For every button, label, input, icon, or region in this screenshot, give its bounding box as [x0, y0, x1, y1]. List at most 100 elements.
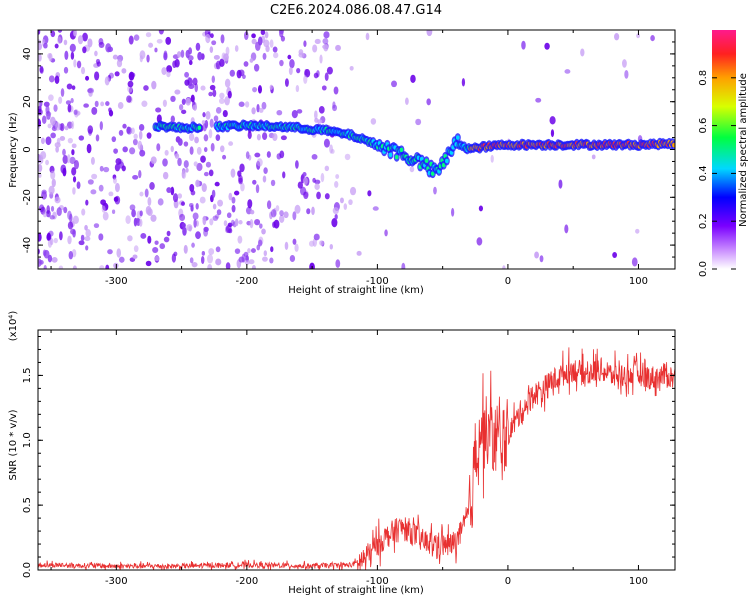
spectrogram-cell — [209, 46, 214, 53]
spectrogram-cell — [163, 50, 168, 59]
spectrogram-cell — [71, 167, 77, 176]
spectrogram-cell — [112, 177, 117, 184]
spectrogram-cell — [250, 209, 255, 215]
spectrogram-cell — [189, 257, 194, 264]
spectrogram-cell — [322, 38, 329, 45]
spectrogram-cell — [259, 223, 263, 229]
spectrogram-cell — [289, 58, 295, 69]
spectrogram-cell — [248, 259, 255, 265]
spectrogram-cell — [152, 247, 159, 254]
spectrogram-cell — [521, 40, 526, 50]
spectrogram-cell — [180, 201, 185, 206]
colorbar-tick-label: 0.4 — [698, 165, 709, 181]
x-tick-label: 100 — [629, 576, 648, 587]
spectrogram-cell — [308, 240, 315, 247]
spectrogram-cell — [254, 218, 261, 226]
ridge-core — [445, 158, 449, 164]
spectrogram-cell — [313, 233, 320, 241]
spectrogram-cell — [132, 254, 138, 259]
spectrogram-cell — [53, 104, 58, 112]
spectrogram-cell — [107, 46, 114, 53]
spectrogram-cell — [356, 250, 362, 256]
spectrogram-cell — [235, 218, 239, 227]
spectrogram-cell — [207, 254, 214, 264]
spectrogram-cell — [91, 106, 98, 115]
spectrogram-cell — [193, 161, 198, 167]
spectrogram-cell — [181, 170, 185, 179]
spectrogram-cell — [564, 69, 571, 74]
spectrogram-cell — [196, 146, 202, 155]
spectrogram-cell — [614, 33, 620, 41]
spectrogram-cell — [70, 98, 74, 104]
spectrogram-cell — [199, 196, 206, 204]
spectrogram-cell — [146, 132, 152, 139]
spectrogram-cell — [234, 248, 241, 255]
spectrogram-cell — [131, 209, 136, 218]
spectrogram-cell — [234, 45, 239, 52]
spectrogram-cell — [91, 173, 98, 180]
snr-frame — [37, 329, 676, 571]
spectrogram-cell — [322, 44, 329, 50]
spectrogram-cell — [163, 236, 170, 243]
spectrogram-cell — [133, 245, 139, 253]
spectrogram-cell — [233, 190, 240, 196]
spectrogram-cell — [59, 231, 63, 241]
spectrogram-cell — [635, 228, 640, 234]
spectrogram-cell — [244, 260, 250, 265]
spectrogram-cell — [215, 258, 222, 266]
spectrogram-cell — [210, 142, 215, 152]
spectrogram-cell — [321, 85, 327, 91]
spectrogram-cell — [71, 85, 76, 90]
spectrogram-cell — [147, 197, 152, 206]
spectrogram-cell — [287, 54, 292, 60]
snr-panel: -300 -200 -100 0 100 0.0 0.5 1.0 1.5 Height of … — [8, 311, 676, 596]
spectrogram-cell — [272, 133, 278, 141]
ridge-core — [430, 171, 435, 176]
spectrogram-cell — [72, 176, 77, 183]
spectrogram-cell — [256, 133, 261, 141]
spectrogram-cell — [215, 60, 221, 70]
spectrogram-cell — [54, 142, 61, 148]
spectrogram-cell — [273, 52, 279, 59]
spectrogram-cell — [228, 192, 233, 201]
spectrogram-cell — [112, 54, 119, 60]
spectrogram-cell — [98, 38, 104, 45]
spectrogram-cell — [213, 54, 220, 60]
spectrogram-cell — [263, 250, 267, 257]
x-tick-label: -200 — [236, 276, 259, 287]
snr-x-label: Height of straight line (km) — [288, 585, 424, 596]
spectrogram-cell — [229, 69, 236, 77]
spectrogram-cell — [262, 256, 268, 262]
spectrogram-cell — [318, 106, 325, 114]
spectrogram-cell — [78, 135, 85, 141]
spectrogram-cell — [82, 46, 87, 54]
spectrogram-cell — [174, 153, 180, 159]
spectrogram-cell — [269, 39, 274, 48]
x-tick-label: -300 — [105, 576, 128, 587]
spectrogram-cell — [132, 174, 139, 180]
spectrogram-cell — [330, 148, 335, 154]
snr-line-layer — [38, 347, 675, 570]
spectrogram-cell — [367, 190, 372, 197]
spectrogram-cell — [291, 109, 298, 119]
spectrogram-cell — [270, 209, 277, 218]
spectrogram-cell — [247, 248, 251, 254]
spectrogram-cell — [143, 85, 149, 91]
spectrogram-cell — [372, 206, 379, 211]
spectrogram-cell — [335, 259, 341, 268]
spectrogram-cell — [297, 181, 303, 189]
spectrogram-cell — [64, 125, 69, 131]
spectrogram-cell — [77, 35, 84, 45]
spectrogram-cell — [311, 153, 318, 160]
spectrogram-cell — [48, 94, 54, 102]
spectrogram-cell — [38, 232, 42, 242]
spectrogram-cell — [415, 118, 422, 126]
spectrogram-cell — [283, 211, 289, 219]
spectrogram-cell — [46, 205, 50, 215]
spectrogram-cell — [45, 136, 52, 146]
spectrogram-cell — [133, 133, 138, 140]
spectrogram-cell — [127, 80, 134, 88]
ridge-core — [672, 142, 675, 148]
spectrogram-cell — [334, 181, 339, 188]
